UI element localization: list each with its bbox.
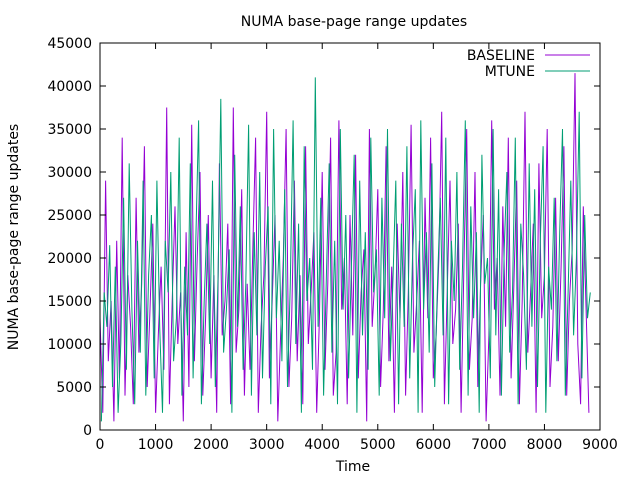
y-tick-label: 45000 — [47, 36, 92, 52]
y-tick-label: 25000 — [47, 208, 92, 224]
x-tick-label: 2000 — [193, 437, 229, 453]
x-tick-label: 8000 — [527, 437, 563, 453]
y-tick-label: 20000 — [47, 251, 92, 267]
x-tick-label: 3000 — [249, 437, 285, 453]
y-tick-label: 40000 — [47, 79, 92, 95]
ticks-layer: 0 1000 2000 3000 4000 5000 6000 7000 8000 9000 0 50… — [47, 36, 617, 453]
legend-label-baseline: BASELINE — [467, 48, 535, 64]
x-tick-label: 5000 — [360, 437, 396, 453]
y-tick-label: 5000 — [56, 380, 92, 396]
x-tick-label: 0 — [96, 437, 105, 453]
y-tick-label: 35000 — [47, 122, 92, 138]
y-tick-label: 0 — [83, 423, 92, 439]
x-tick-label: 9000 — [582, 437, 618, 453]
x-tick-label: 1000 — [138, 437, 174, 453]
y-tick-label: 15000 — [47, 294, 92, 310]
legend-label-mtune: MTUNE — [485, 64, 535, 80]
series-line-mtune — [100, 77, 591, 422]
y-axis-label: NUMA base-page range updates — [6, 124, 22, 350]
y-tick-label: 10000 — [47, 337, 92, 353]
y-tick-label: 30000 — [47, 165, 92, 181]
x-tick-label: 6000 — [416, 437, 452, 453]
chart-title: NUMA base-page range updates — [241, 14, 467, 30]
x-axis-label: Time — [335, 459, 370, 475]
series-layer — [99, 73, 591, 422]
x-tick-label: 4000 — [304, 437, 340, 453]
x-tick-label: 7000 — [471, 437, 507, 453]
plot-frame — [99, 42, 601, 431]
